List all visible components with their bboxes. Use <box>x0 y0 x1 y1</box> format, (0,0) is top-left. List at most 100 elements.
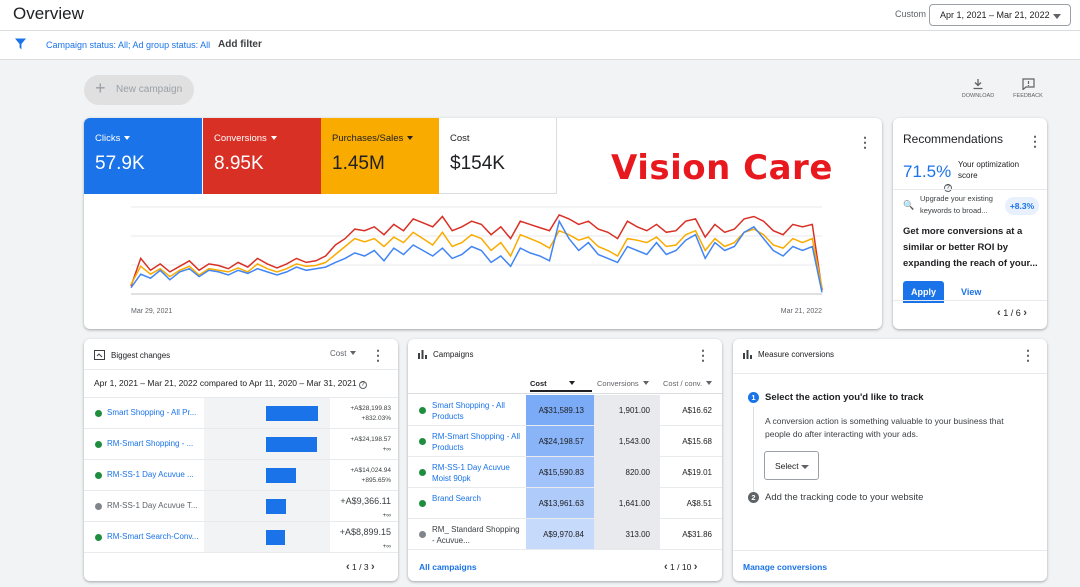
date-custom-label: Custom <box>895 9 927 19</box>
download-icon <box>973 79 983 90</box>
view-button[interactable]: View <box>961 287 982 297</box>
conversion-action-select[interactable]: Select <box>764 451 819 480</box>
metric-clicks[interactable]: Clicks 57.9K <box>84 118 202 194</box>
campaigns-title: Campaigns <box>433 350 474 359</box>
table-row[interactable]: Brand Search A$13,961.63 1,641.00 A$8.51 <box>408 488 722 519</box>
campaign-name[interactable]: RM-Smart Shopping - ... <box>107 439 194 448</box>
chevron-right-icon[interactable]: › <box>1023 307 1027 319</box>
metric-clicks-value: 57.9K <box>95 153 145 174</box>
campaign-cost: A$9,970.84 <box>526 519 594 549</box>
campaign-name[interactable]: RM_ Standard Shopping - Acuvue... <box>432 525 520 545</box>
biggest-changes-title: Biggest changes <box>111 351 171 360</box>
table-row[interactable]: Smart Shopping - All Products A$31,589.13… <box>408 395 722 426</box>
more-options-icon[interactable]: ⋮ <box>1021 347 1035 363</box>
chevron-down-icon <box>1053 14 1061 19</box>
status-dot <box>419 531 426 538</box>
table-row[interactable]: RM-Smart Search-Conv... +A$8,899.15 +∞ <box>84 522 398 553</box>
chevron-left-icon[interactable]: ‹ <box>997 307 1001 319</box>
metric-purchases[interactable]: Purchases/Sales 1.45M <box>321 118 439 194</box>
manage-conversions-link[interactable]: Manage conversions <box>743 562 828 572</box>
filter-status-text[interactable]: Campaign status: All; Ad group status: A… <box>46 40 211 50</box>
step-1-badge: 1 <box>748 392 759 403</box>
campaign-name[interactable]: Smart Shopping - All Products <box>432 401 505 421</box>
add-filter-button[interactable]: Add filter <box>218 39 262 50</box>
sort-label: Cost <box>330 349 347 358</box>
change-bar <box>266 468 297 483</box>
metric-purchases-value: 1.45M <box>332 153 385 174</box>
biggest-changes-pager: ‹ 1 / 3 › <box>346 561 375 573</box>
header-cost[interactable]: Cost <box>530 377 592 392</box>
measure-header: Measure conversions <box>743 350 834 359</box>
status-dot <box>95 503 102 510</box>
table-row[interactable]: RM-SS-1 Day Acuvue Moist 90pk A$15,590.83… <box>408 457 722 488</box>
table-row[interactable]: RM-Smart Shopping - All Products A$24,198… <box>408 426 722 457</box>
chevron-right-icon[interactable]: › <box>693 561 698 573</box>
bar-background <box>204 429 330 459</box>
select-label: Select <box>775 461 799 471</box>
status-dot <box>419 407 426 414</box>
table-row[interactable]: RM-Smart Shopping - ... +A$24,198.57 +∞ <box>84 429 398 460</box>
apply-button[interactable]: Apply <box>903 281 944 303</box>
overview-chart-card: Clicks 57.9K Conversions 8.95K Purchases… <box>84 118 882 329</box>
campaign-cost: A$13,961.63 <box>526 488 594 518</box>
divider <box>84 369 398 370</box>
comparison-range: Apr 1, 2021 – Mar 21, 2022 compared to A… <box>94 378 367 389</box>
caret-down-icon <box>124 136 131 140</box>
campaign-cost-per-conv: A$16.62 <box>682 406 712 415</box>
campaigns-header: Campaigns <box>418 350 473 359</box>
sort-selector[interactable]: Cost <box>330 349 357 358</box>
status-dot <box>95 534 102 541</box>
campaign-cost-per-conv: A$8.51 <box>686 499 712 508</box>
more-options-icon[interactable]: ⋮ <box>858 134 872 150</box>
help-icon[interactable]: ? <box>358 381 367 389</box>
recommendations-pager: ‹ 1 / 6 › <box>997 307 1027 319</box>
metric-conversions-label: Conversions <box>214 133 267 144</box>
chevron-left-icon[interactable]: ‹ <box>664 561 668 573</box>
campaign-name[interactable]: Brand Search <box>432 494 481 503</box>
status-dot <box>419 438 426 445</box>
filter-icon[interactable] <box>15 38 26 50</box>
more-options-icon[interactable]: ⋮ <box>1028 133 1042 149</box>
optimization-score: 71.5% <box>903 162 952 181</box>
change-values: +A$8,899.15 +∞ <box>340 526 391 553</box>
date-range-selector[interactable]: Apr 1, 2021 – Mar 21, 2022 <box>929 4 1071 26</box>
recommendation-body: Get more conversions at a similar or bet… <box>903 226 1038 269</box>
chevron-right-icon[interactable]: › <box>370 561 375 573</box>
download-button[interactable]: DOWNLOAD <box>958 78 998 99</box>
divider <box>893 189 1047 190</box>
change-percent: +895.65% <box>361 477 391 484</box>
recommendation-item-text[interactable]: Upgrade your existing keywords to broad.… <box>920 194 993 215</box>
metric-conversions[interactable]: Conversions 8.95K <box>203 118 321 194</box>
campaign-conversions: 1,901.00 <box>594 395 660 425</box>
help-icon[interactable]: ? <box>944 184 952 192</box>
biggest-changes-card: Biggest changes Cost ⋮ Apr 1, 2021 – Mar… <box>84 339 398 581</box>
campaign-name[interactable]: RM-SS-1 Day Acuvue ... <box>107 470 194 479</box>
metric-cost-label: Cost <box>450 133 470 144</box>
table-row[interactable]: Smart Shopping - All Pr... +A$28,199.83 +8… <box>84 398 398 429</box>
more-options-icon[interactable]: ⋮ <box>696 347 710 363</box>
status-dot <box>419 500 426 507</box>
header-cost-per-conv[interactable]: Cost / conv. <box>663 379 713 388</box>
caret-down-icon <box>270 136 277 140</box>
new-campaign-button[interactable]: + New campaign <box>84 75 194 105</box>
campaign-name[interactable]: RM-SS-1 Day Acuvue T... <box>107 501 198 510</box>
more-options-icon[interactable]: ⋮ <box>371 347 385 363</box>
campaign-name[interactable]: Smart Shopping - All Pr... <box>107 408 197 417</box>
campaign-name[interactable]: RM-Smart Search-Conv... <box>107 532 199 541</box>
all-campaigns-link[interactable]: All campaigns <box>419 562 477 572</box>
chart-series-line-2 <box>130 228 823 288</box>
campaigns-pager: ‹ 1 / 10 › <box>664 561 697 573</box>
chevron-left-icon[interactable]: ‹ <box>346 561 350 573</box>
metric-cost[interactable]: Cost $154K <box>439 118 557 194</box>
change-amount: +A$24,198.57 <box>350 436 391 443</box>
campaign-name[interactable]: RM-Smart Shopping - All Products <box>432 432 521 452</box>
table-row[interactable]: RM-SS-1 Day Acuvue ... +A$14,024.94 +895.6… <box>84 460 398 491</box>
table-row[interactable]: RM_ Standard Shopping - Acuvue... A$9,970… <box>408 519 722 550</box>
status-dot <box>95 472 102 479</box>
campaigns-table-header: Cost Conversions Cost / conv. <box>408 373 722 394</box>
feedback-button[interactable]: FEEDBACK <box>1008 78 1048 99</box>
table-row[interactable]: RM-SS-1 Day Acuvue T... +A$9,366.11 +∞ <box>84 491 398 522</box>
biggest-changes-header: Biggest changes <box>94 350 170 360</box>
campaign-name[interactable]: RM-SS-1 Day Acuvue Moist 90pk <box>432 463 510 483</box>
header-conversions[interactable]: Conversions <box>597 379 649 388</box>
